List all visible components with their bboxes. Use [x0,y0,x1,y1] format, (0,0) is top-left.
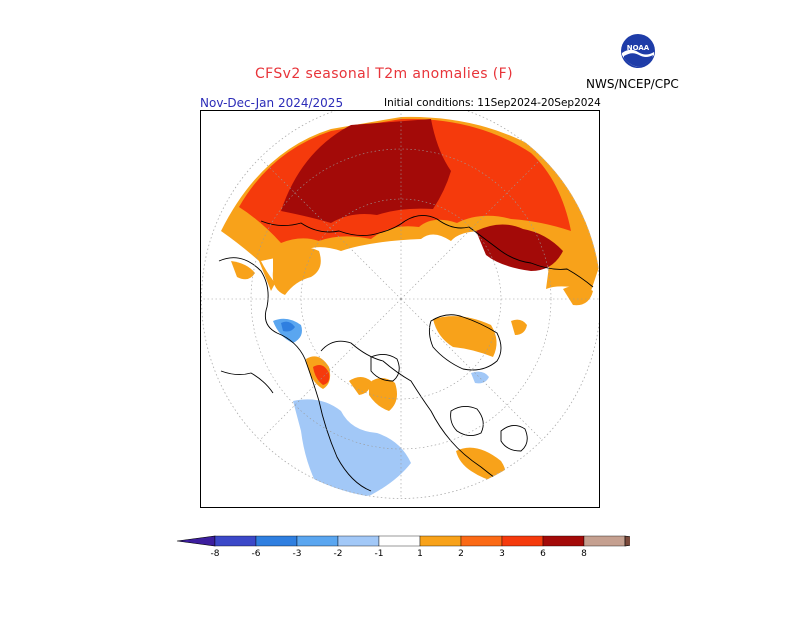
colorbar: -8 -6 -3 -2 -1 1 2 3 6 8 [176,535,630,559]
anomaly-darkred-siberia [281,119,451,223]
colorbar-tick-label: -3 [293,549,302,559]
colorbar-bin [419,535,462,547]
anomaly-lightblue-north-america [293,399,411,498]
agency-label: NWS/NCEP/CPC [586,77,679,91]
colorbar-bin [460,535,503,547]
colorbar-bin [583,535,626,547]
anomaly-orange-patch-3 [456,447,506,483]
noaa-logo-text: NOAA [627,44,650,52]
colorbar-bin [255,535,298,547]
forecast-period: Nov-Dec-Jan 2024/2025 [200,96,344,110]
colorbar-bin [214,535,257,547]
colorbar-bin [296,535,339,547]
graticule [201,111,599,499]
anomaly-orange-patch-4 [369,378,397,411]
colorbar-tick-label: -6 [252,549,261,559]
anomaly-orange-patch-8 [511,319,527,335]
colorbar-bin [542,535,585,547]
colorbar-tick-label: 1 [417,549,423,559]
colorbar-tick-label: 6 [540,549,546,559]
coastlines [218,215,594,492]
globe-outline [201,111,599,499]
colorbar-bin [378,535,421,547]
anomaly-orange-patch-2 [433,316,497,357]
colorbar-max-arrow [624,535,630,547]
colorbar-min-arrow [176,535,216,547]
colorbar-tick-label: 2 [458,549,464,559]
polar-map [200,110,600,508]
colorbar-tick-label: -2 [334,549,343,559]
chart-title: CFSv2 seasonal T2m anomalies (F) [255,66,513,82]
anomaly-orange-patch-1 [272,246,321,295]
noaa-logo: NOAA [621,34,655,68]
anomaly-red-patch-alaska [313,365,330,385]
colorbar-tick-label: -1 [375,549,384,559]
anomaly-orange-patch-9 [349,377,371,395]
colorbar-tick-label: 3 [499,549,505,559]
anomaly-orange-patch-6 [231,261,255,280]
colorbar-bin [337,535,380,547]
anomaly-orange-patch-7 [563,285,593,306]
anomaly-darkred-europe [476,224,563,271]
colorbar-tick-label: -8 [211,549,220,559]
initial-conditions: Initial conditions: 11Sep2024-20Sep2024 [384,97,601,109]
anomaly-lightblue-patch-2 [471,371,489,384]
anomaly-blue-patch-2 [281,321,295,332]
colorbar-bin [501,535,544,547]
colorbar-tick-label: 8 [581,549,587,559]
